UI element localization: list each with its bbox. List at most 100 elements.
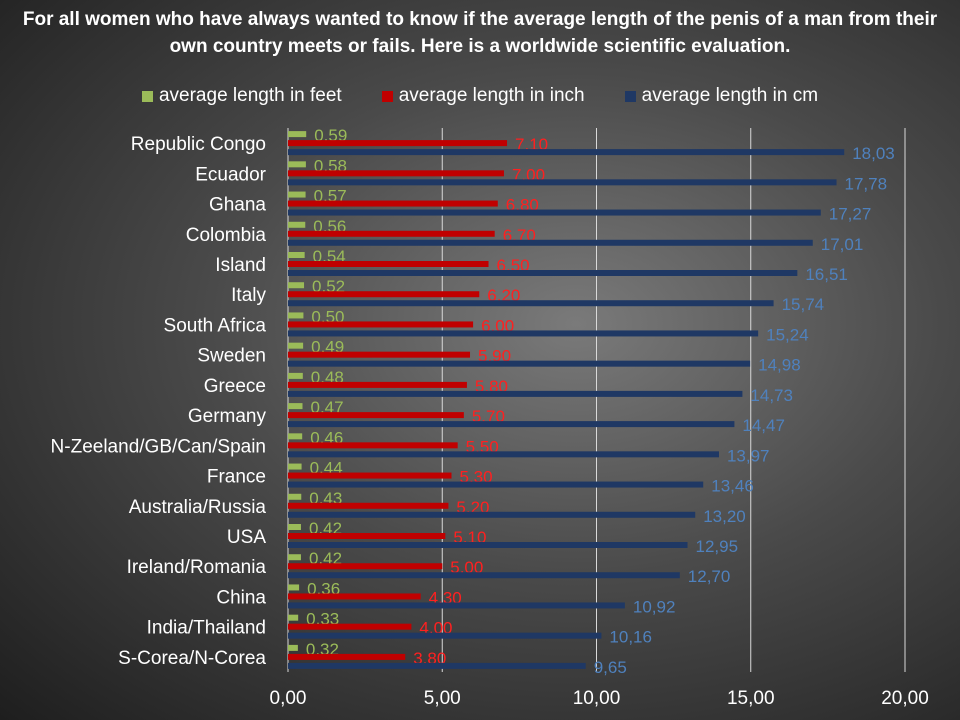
bar-feet	[288, 403, 303, 410]
data-label-cm: 14,47	[742, 416, 785, 435]
category-label: Greece	[204, 376, 266, 397]
bar-feet	[288, 161, 306, 168]
bar-cm	[288, 602, 625, 609]
data-label-cm: 13,20	[703, 507, 746, 526]
bar-cm	[288, 270, 798, 276]
category-label: India/Thailand	[147, 618, 266, 639]
legend-item-cm: average length in cm	[624, 84, 819, 108]
bar-feet	[288, 312, 304, 319]
category-label: S-Corea/N-Corea	[118, 648, 266, 669]
bar-inch	[288, 291, 480, 298]
data-label-cm: 10,16	[609, 628, 652, 647]
x-tick-label: 15,00	[727, 688, 775, 709]
bar-inch	[288, 623, 412, 630]
category-label: China	[216, 587, 266, 608]
x-tick-label: 10,00	[573, 688, 621, 709]
bar-cm	[288, 572, 680, 579]
bar-cm	[288, 632, 602, 639]
bar-feet	[288, 372, 303, 379]
data-label-cm: 15,74	[782, 295, 825, 314]
legend-item-inch: average length in inch	[381, 84, 585, 108]
legend-label-feet: average length in feet	[158, 85, 342, 106]
bar-feet	[288, 191, 306, 198]
data-label-cm: 17,27	[829, 205, 872, 224]
data-label-cm: 17,01	[821, 235, 864, 254]
bar-inch	[288, 442, 458, 449]
bar-feet	[288, 282, 305, 289]
category-label: South Africa	[164, 315, 267, 336]
bar-inch	[288, 533, 446, 539]
bar-inch	[288, 321, 474, 328]
bar-inch	[288, 563, 443, 570]
bar-feet	[288, 252, 305, 258]
category-label: France	[207, 467, 266, 488]
bar-cm	[288, 149, 845, 156]
bar-cm	[288, 360, 751, 367]
bar-inch	[288, 472, 452, 479]
bar-inch	[288, 200, 498, 207]
legend-swatch-cm	[624, 90, 636, 102]
bar-cm	[288, 239, 813, 246]
bar-inch	[288, 593, 421, 600]
legend-label-cm: average length in cm	[641, 85, 819, 106]
legend: average length in feet average length in…	[0, 84, 960, 108]
bar-cm	[288, 542, 688, 548]
bar-cm	[288, 390, 743, 397]
bar-cm	[288, 421, 735, 428]
data-label-cm: 14,73	[750, 386, 793, 405]
bar-inch	[288, 230, 495, 237]
category-label: Island	[215, 255, 266, 276]
bar-inch	[288, 170, 504, 177]
x-tick-label: 20,00	[881, 688, 929, 709]
category-label: Sweden	[197, 346, 266, 367]
bar-feet	[288, 433, 303, 440]
category-label: USA	[227, 527, 266, 548]
x-tick-label: 0,00	[270, 688, 307, 709]
bar-inch	[288, 381, 467, 388]
chart-title: For all women who have always wanted to …	[22, 9, 938, 57]
bar-inch	[288, 502, 449, 509]
legend-swatch-inch	[381, 90, 393, 102]
category-label: Italy	[231, 285, 266, 306]
bar-inch	[288, 653, 406, 660]
category-label: Ecuador	[195, 164, 266, 185]
bar-inch	[288, 351, 471, 358]
bar-cm	[288, 330, 759, 337]
category-label: Ireland/Romania	[127, 557, 267, 578]
bar-feet	[288, 493, 302, 500]
data-label-cm: 15,24	[766, 325, 809, 344]
data-label-cm: 17,78	[845, 174, 888, 193]
data-label-cm: 13,46	[711, 477, 754, 496]
category-label: N-Zeeland/GB/Can/Spain	[51, 436, 266, 457]
data-label-cm: 9,65	[594, 658, 627, 677]
bar-feet	[288, 524, 301, 530]
data-label-cm: 10,92	[633, 597, 676, 616]
bar-feet	[288, 554, 301, 561]
category-label: Australia/Russia	[129, 497, 267, 518]
bar-feet	[288, 463, 302, 470]
x-tick-label: 5,00	[424, 688, 461, 709]
legend-item-feet: average length in feet	[141, 84, 342, 108]
bar-feet	[288, 221, 306, 228]
bar-cm	[288, 209, 821, 216]
bar-inch	[288, 261, 489, 267]
bar-feet	[288, 584, 300, 591]
data-label-cm: 13,97	[727, 446, 770, 465]
bar-cm	[288, 300, 774, 307]
bar-cm	[288, 451, 719, 458]
data-label-cm: 16,51	[805, 265, 848, 284]
bar-feet	[288, 644, 298, 651]
category-label: Ghana	[209, 195, 266, 216]
category-label: Colombia	[186, 225, 267, 246]
legend-swatch-feet	[141, 90, 153, 102]
data-label-cm: 12,95	[696, 537, 739, 556]
bar-feet	[288, 614, 299, 621]
bar-inch	[288, 412, 464, 419]
bar-feet	[288, 131, 307, 138]
bar-inch	[288, 140, 508, 147]
data-label-cm: 14,98	[758, 356, 801, 375]
category-label: Republic Congo	[131, 134, 266, 155]
bar-cm	[288, 662, 586, 669]
data-label-cm: 18,03	[852, 144, 895, 163]
